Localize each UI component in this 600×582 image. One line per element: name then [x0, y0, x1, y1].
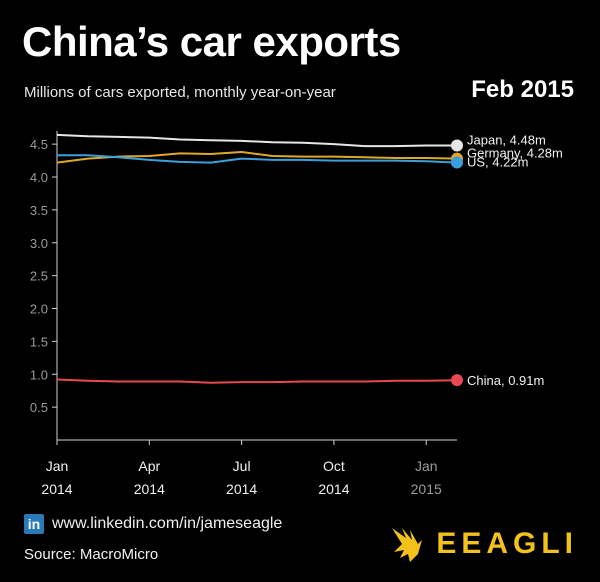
brand-logo: EEAGLI [388, 524, 578, 564]
end-label-japan: Japan, 4.48m [467, 132, 546, 147]
series-line-germany [56, 150, 458, 164]
y-tick-label: 4.5 [30, 137, 48, 152]
y-tick-label: 3.5 [30, 203, 48, 218]
y-tick-label: 1.5 [30, 334, 48, 349]
brand-name: EEAGLI [436, 527, 578, 560]
series-line-japan [56, 133, 457, 148]
y-tick-label: 3.0 [30, 236, 48, 251]
x-tick-label-year: 2014 [318, 481, 349, 497]
linkedin-url[interactable]: www.linkedin.com/in/jameseagle [52, 515, 283, 532]
y-tick-label: 1.0 [30, 367, 48, 382]
end-marker-china [451, 374, 463, 387]
x-tick-label-month: Apr [138, 458, 160, 474]
chart-title: China’s car exports [22, 18, 401, 65]
end-label-china: China, 0.91m [467, 373, 544, 388]
y-tick-label: 2.5 [30, 269, 48, 284]
series-line-china [56, 378, 458, 384]
x-tick-label-year: 2014 [134, 481, 165, 497]
end-label-us: US, 4.22m [467, 155, 528, 170]
series-line-us [57, 154, 458, 164]
x-tick-label-month: Jan [415, 458, 438, 474]
date-label: Feb 2015 [471, 76, 574, 103]
chart-subtitle: Millions of cars exported, monthly year-… [24, 84, 336, 101]
x-tick-label-year: 2014 [226, 481, 257, 497]
linkedin-icon: in [24, 514, 44, 534]
y-tick-label: 4.0 [30, 170, 48, 185]
y-tick-label: 2.0 [30, 302, 48, 317]
end-label-germany: Germany, 4.28m [467, 146, 563, 161]
y-tick-label: 0.5 [30, 400, 48, 415]
linkedin-link[interactable]: in www.linkedin.com/in/jameseagle [24, 514, 282, 534]
source-note: Source: MacroMicro [24, 546, 159, 563]
end-marker-japan [451, 139, 463, 152]
eagle-logo-icon [392, 528, 423, 562]
x-tick-label-month: Oct [323, 458, 345, 474]
x-tick-label-year: 2015 [411, 481, 442, 497]
x-tick-label-year: 2014 [41, 481, 72, 497]
end-marker-us [451, 156, 463, 169]
x-tick-label-month: Jul [233, 458, 251, 474]
x-tick-label-month: Jan [46, 458, 69, 474]
